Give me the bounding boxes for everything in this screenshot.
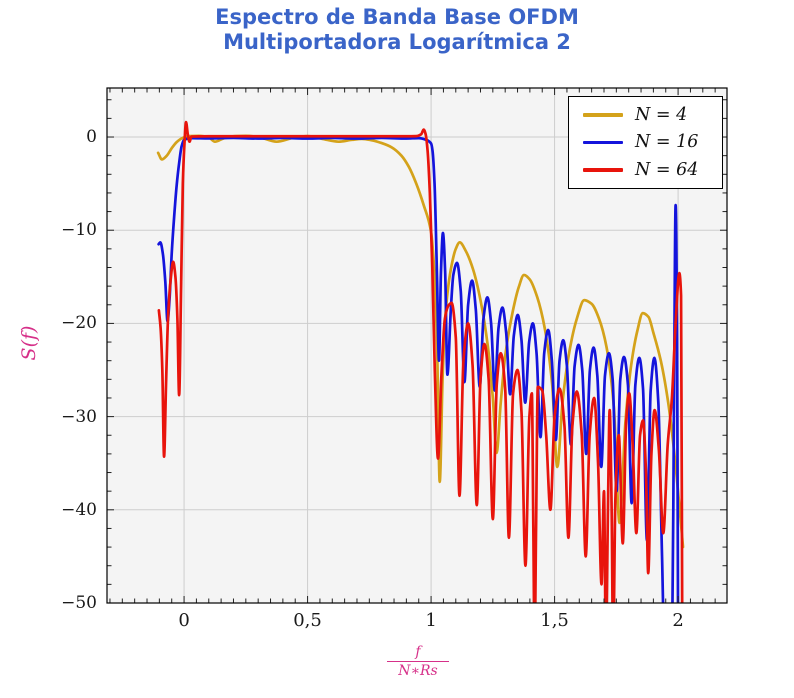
legend-item-1: N = 16 <box>569 129 722 155</box>
chart-title-line1: Espectro de Banda Base OFDM <box>215 5 579 29</box>
legend-swatch-2 <box>583 168 623 172</box>
x-tick-label-3: 1,5 <box>540 610 569 631</box>
series-line-1 <box>157 136 680 603</box>
chart-title: Espectro de Banda Base OFDM Multiportado… <box>0 5 794 55</box>
legend-swatch-1 <box>583 140 623 145</box>
plot-frame <box>106 87 728 604</box>
legend-label-1: N = 16 <box>635 132 699 153</box>
y-tick-label-5: −50 <box>61 593 97 613</box>
x-tick-label-4: 2 <box>672 610 684 631</box>
x-axis-label: f N∗Rs <box>387 644 449 679</box>
x-tick-label-0: 0 <box>178 610 190 631</box>
legend-item-2: N = 64 <box>569 157 722 183</box>
y-tick-label-2: −20 <box>61 313 97 334</box>
y-tick-label-0: 0 <box>86 127 97 148</box>
x-tick-label-2: 1 <box>425 610 437 631</box>
x-tick-label-1: 0,5 <box>293 610 322 631</box>
chart-title-line2: Multiportadora Logarítmica 2 <box>223 30 571 54</box>
x-axis-label-denominator: N∗Rs <box>387 661 449 679</box>
y-tick-label-4: −40 <box>61 499 97 520</box>
x-axis-label-numerator: f <box>415 644 421 660</box>
legend-item-0: N = 4 <box>569 102 722 128</box>
legend-swatch-0 <box>583 113 623 117</box>
series-line-2 <box>157 120 684 603</box>
y-tick-label-1: −10 <box>61 220 97 241</box>
legend-label-2: N = 64 <box>635 160 699 181</box>
y-axis-label: S(f) <box>18 325 40 361</box>
y-tick-label-3: −30 <box>61 406 97 427</box>
legend: N = 4 N = 16 N = 64 <box>568 96 723 189</box>
legend-label-0: N = 4 <box>635 104 688 125</box>
series-group <box>156 120 685 603</box>
